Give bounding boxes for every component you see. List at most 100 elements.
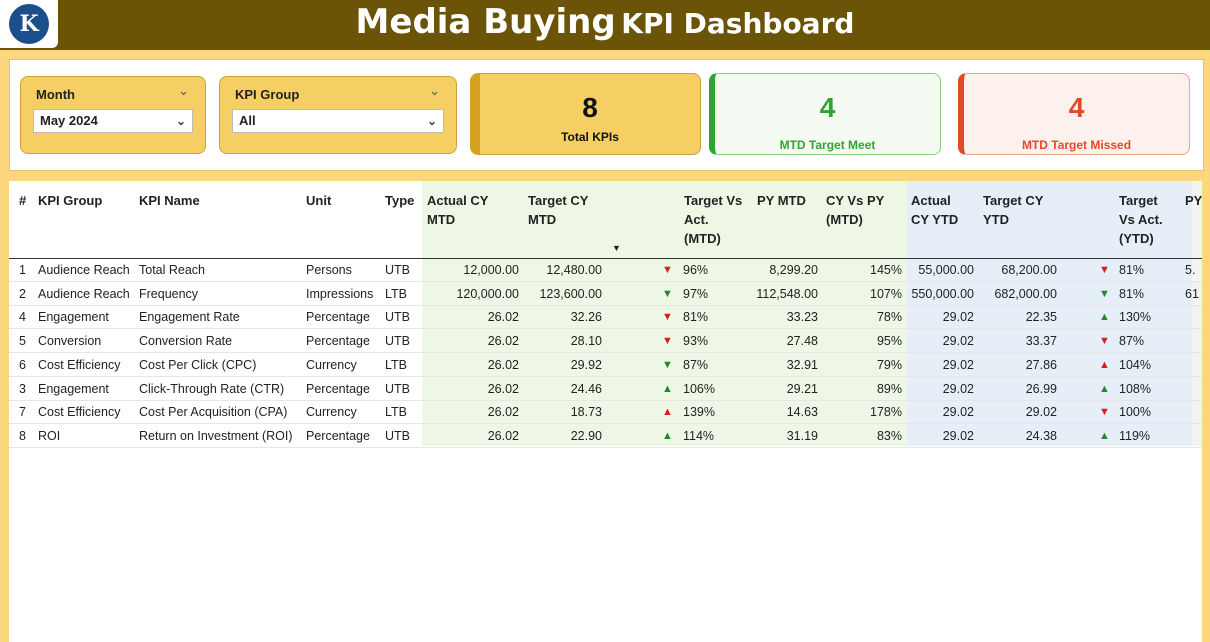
- col-header-unit[interactable]: Unit: [306, 193, 332, 208]
- arrow-up-icon: ▲: [1099, 358, 1110, 371]
- col-header-type[interactable]: Type: [385, 193, 415, 208]
- month-value: May 2024: [40, 113, 98, 128]
- total-kpis-label: Total KPIs: [561, 130, 619, 144]
- arrow-up-icon: ▲: [662, 382, 673, 395]
- arrow-down-icon: ▼: [662, 264, 673, 276]
- col-header-target-vs-act-mtd[interactable]: Target Vs Act. (MTD): [684, 191, 742, 248]
- chevron-down-icon[interactable]: ⌄: [175, 114, 186, 128]
- chevron-down-icon[interactable]: ⌄: [178, 83, 189, 98]
- cell-name: Frequency: [139, 286, 199, 301]
- month-slicer[interactable]: Month ⌄ May 2024 ⌄: [20, 76, 206, 154]
- cell-target-ytd: 27.86: [1025, 357, 1057, 372]
- sort-descending-icon[interactable]: ▼: [612, 243, 621, 253]
- cell-unit: Currency: [306, 405, 357, 420]
- cell-tva-mtd: 114%: [683, 428, 715, 443]
- table-row[interactable]: 7 Cost Efficiency Cost Per Acquisition (CP…: [9, 401, 1202, 425]
- cell-target-ytd: 68,200.00: [1001, 263, 1057, 277]
- cell-unit: Percentage: [306, 428, 370, 443]
- col-header-cy-vs-py-mtd[interactable]: CY Vs PY (MTD): [826, 191, 884, 229]
- cell-group: Engagement: [38, 381, 109, 396]
- cell-py-mtd: 8,299.20: [769, 263, 818, 277]
- cell-actual-mtd: 12,000.00: [463, 263, 519, 277]
- cell-actual-mtd: 26.02: [487, 357, 519, 372]
- cell-tva-mtd: 87%: [683, 357, 709, 372]
- cell-tva-mtd: 93%: [683, 334, 709, 349]
- cell-tva-mtd: 96%: [683, 263, 709, 277]
- kpi-table: # KPI Group KPI Name Unit Type Actual CY…: [9, 181, 1202, 642]
- mtd-target-missed-card: 4 MTD Target Missed: [958, 73, 1190, 155]
- cell-type: LTB: [385, 286, 407, 301]
- cell-tva-ytd: 104%: [1119, 357, 1151, 372]
- cell-tva-ytd: 130%: [1119, 310, 1151, 325]
- col-header-target-cy-ytd[interactable]: Target CY YTD: [983, 191, 1043, 229]
- cell-type: LTB: [385, 357, 407, 372]
- cell-target-ytd: 26.99: [1025, 381, 1057, 396]
- kpi-group-slicer-label: KPI Group: [235, 87, 300, 102]
- table-row[interactable]: 4 Engagement Engagement Rate Percentage UTB 2…: [9, 306, 1202, 330]
- col-header-line: (MTD): [826, 212, 863, 227]
- cell-type: UTB: [385, 263, 410, 277]
- filter-panel: Month ⌄ May 2024 ⌄ KPI Group ⌄ All ⌄ 8 T…: [9, 59, 1204, 171]
- cell-actual-ytd: 55,000.00: [918, 263, 974, 277]
- col-header-py-mtd[interactable]: PY MTD: [757, 193, 806, 208]
- cell-target-mtd: 123,600.00: [539, 286, 602, 301]
- chevron-down-icon[interactable]: ⌄: [426, 114, 437, 128]
- cell-type: UTB: [385, 381, 410, 396]
- cell-actual-ytd: 29.02: [942, 310, 974, 325]
- cell-cyvspy: 83%: [876, 428, 902, 443]
- cell-name: Conversion Rate: [139, 334, 233, 349]
- table-row[interactable]: 5 Conversion Conversion Rate Percentage UTB 2…: [9, 330, 1202, 354]
- cell-target-ytd: 22.35: [1025, 310, 1057, 325]
- col-header-line: Actual CY: [427, 193, 489, 208]
- kpi-group-dropdown[interactable]: All ⌄: [232, 109, 444, 133]
- table-row[interactable]: 2 Audience Reach Frequency Impressions LTB 12…: [9, 283, 1202, 306]
- col-header-line: Target Vs: [684, 193, 743, 208]
- col-header-line: Vs Act.: [1119, 212, 1163, 227]
- col-header-py-ytd-cut[interactable]: PY: [1185, 193, 1203, 208]
- month-dropdown[interactable]: May 2024 ⌄: [33, 109, 193, 133]
- cell-actual-ytd: 29.02: [942, 334, 974, 349]
- cell-actual-ytd: 29.02: [942, 405, 974, 420]
- chevron-down-icon[interactable]: ⌄: [429, 83, 440, 98]
- table-row[interactable]: 6 Cost Efficiency Cost Per Click (CPC) Curr…: [9, 354, 1202, 377]
- table-row[interactable]: 1 Audience Reach Total Reach Persons UTB 12,0…: [9, 259, 1202, 282]
- cell-py-mtd: 32.91: [786, 357, 818, 372]
- mtd-target-meet-card: 4 MTD Target Meet: [709, 73, 941, 155]
- cell-target-mtd: 12,480.00: [546, 263, 602, 277]
- kpi-group-slicer[interactable]: KPI Group ⌄ All ⌄: [219, 76, 457, 154]
- cell-cyvspy: 79%: [876, 357, 902, 372]
- cell-actual-mtd: 26.02: [487, 381, 519, 396]
- col-header-line: Target CY: [983, 193, 1044, 208]
- col-header-line: CY YTD: [911, 212, 959, 227]
- kpi-group-value: All: [239, 113, 256, 128]
- col-header-line: Target: [1119, 193, 1158, 208]
- col-header-target-cy-mtd[interactable]: Target CY MTD: [528, 191, 588, 229]
- col-header-kpi-name[interactable]: KPI Name: [139, 193, 200, 208]
- cell-type: LTB: [385, 405, 407, 420]
- col-header-actual-cy-ytd[interactable]: Actual CY YTD: [911, 191, 958, 229]
- cell-actual-ytd: 29.02: [942, 357, 974, 372]
- cell-cyvspy: 95%: [876, 334, 902, 349]
- arrow-down-icon: ▼: [662, 335, 673, 348]
- cell-actual-mtd: 26.02: [487, 310, 519, 325]
- col-header-line: MTD: [528, 212, 557, 227]
- arrow-up-icon: ▲: [662, 429, 673, 442]
- mtd-target-missed-label: MTD Target Missed: [1021, 138, 1132, 152]
- mtd-column-band: [422, 181, 907, 446]
- cell-unit: Percentage: [306, 334, 370, 349]
- col-header-actual-cy-mtd[interactable]: Actual CY MTD: [427, 191, 488, 229]
- col-header-num[interactable]: #: [19, 193, 27, 208]
- cell-target-mtd: 29.92: [570, 357, 602, 372]
- horizontal-overflow-edge: [1192, 181, 1202, 446]
- table-row[interactable]: 8 ROI Return on Investment (ROI) Percentage…: [9, 425, 1202, 448]
- mtd-target-meet-value: 4: [819, 92, 836, 123]
- table-row[interactable]: 3 Engagement Click-Through Rate (CTR) Perce…: [9, 378, 1202, 401]
- cell-name: Click-Through Rate (CTR): [139, 381, 285, 396]
- col-header-kpi-group[interactable]: KPI Group: [38, 193, 103, 208]
- col-header-target-vs-act-ytd[interactable]: Target Vs Act. (YTD): [1119, 191, 1163, 248]
- cell-target-mtd: 22.90: [570, 428, 602, 443]
- cell-tva-mtd: 81%: [683, 310, 709, 325]
- cell-actual-ytd: 29.02: [942, 381, 974, 396]
- cell-py-mtd: 14.63: [786, 405, 818, 420]
- cell-type: UTB: [385, 428, 410, 443]
